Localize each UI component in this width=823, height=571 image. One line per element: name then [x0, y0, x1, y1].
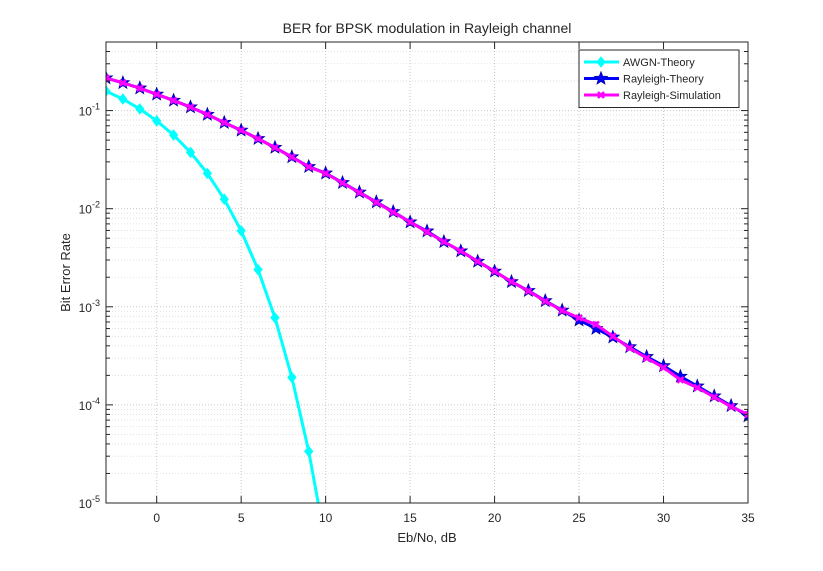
y-tick-exponent: -1 — [92, 102, 100, 112]
legend-item: Rayleigh-Simulation — [584, 90, 721, 102]
data-point — [490, 267, 499, 276]
y-tick-label: 10-2 — [79, 200, 100, 217]
y-tick-base: 10 — [79, 301, 93, 315]
data-point — [423, 228, 431, 236]
data-point — [270, 311, 280, 324]
y-tick-base: 10 — [79, 399, 93, 413]
data-point — [693, 383, 702, 392]
y-tick-exponent: -5 — [92, 494, 100, 504]
data-point — [642, 354, 651, 362]
data-point — [219, 193, 229, 205]
data-point — [236, 225, 246, 237]
data-point — [304, 445, 314, 458]
data-point — [118, 93, 128, 105]
data-point — [106, 74, 110, 83]
plot-frame — [105, 41, 749, 504]
data-point — [152, 90, 161, 99]
data-point — [203, 110, 212, 119]
legend-label: AWGN-Theory — [623, 57, 695, 69]
data-point — [168, 129, 179, 141]
data-point — [406, 218, 414, 226]
x-tick-label: 25 — [572, 511, 586, 525]
legend-marker — [597, 91, 605, 99]
y-tick-exponent: -4 — [92, 396, 100, 406]
data-point — [676, 375, 685, 384]
y-tick-exponent: -3 — [92, 298, 100, 308]
legend-marker — [593, 70, 609, 85]
data-point — [135, 84, 144, 93]
data-point — [473, 257, 482, 266]
data-point — [152, 115, 162, 127]
y-axis-label: Bit Error Rate — [58, 233, 73, 312]
data-point — [237, 126, 246, 135]
legend-label: Rayleigh-Theory — [623, 74, 704, 86]
x-tick-label: 30 — [657, 511, 671, 525]
data-point — [253, 263, 263, 276]
data-point — [592, 320, 600, 329]
x-axis-label: Eb/No, dB — [397, 530, 456, 545]
legend-marker — [596, 56, 606, 68]
data-point — [389, 208, 398, 217]
data-point — [106, 85, 111, 97]
x-tick-label: 0 — [153, 511, 160, 525]
data-point — [271, 143, 279, 152]
y-tick-exponent: -2 — [92, 200, 100, 210]
data-point — [338, 179, 347, 187]
data-point — [710, 393, 719, 402]
data-point — [287, 153, 296, 161]
data-point — [202, 167, 213, 180]
data-point — [440, 237, 448, 246]
data-point — [186, 103, 195, 112]
data-point — [119, 78, 127, 87]
data-point — [321, 169, 330, 178]
data-point — [740, 408, 748, 423]
data-point — [254, 134, 262, 143]
data-point — [287, 371, 297, 384]
y-tick-base: 10 — [79, 203, 93, 217]
data-point — [169, 96, 178, 105]
data-point — [185, 146, 196, 159]
x-tick-label: 20 — [488, 511, 502, 525]
y-tick-label: 10-5 — [79, 494, 100, 511]
legend-label: Rayleigh-Simulation — [623, 90, 721, 102]
data-point — [372, 198, 381, 207]
data-point — [220, 118, 229, 127]
legend: AWGN-Theory Rayleigh-Theory Rayleigh-Simul… — [578, 49, 740, 108]
ticks-layer: 10-510-410-310-210-10 5 10 15 20 25 30 35 — [79, 42, 755, 525]
series-layer — [106, 70, 748, 503]
y-tick-label: 10-4 — [79, 396, 100, 413]
chart-title: BER for BPSK modulation in Rayleigh chan… — [283, 20, 572, 36]
y-tick-base: 10 — [79, 497, 93, 511]
legend-item: Rayleigh-Theory — [584, 70, 704, 86]
data-point — [355, 188, 364, 197]
data-point — [541, 297, 550, 306]
y-tick-label: 10-3 — [79, 298, 100, 315]
data-point — [507, 277, 516, 286]
legend-item: AWGN-Theory — [584, 56, 695, 69]
data-point — [727, 402, 735, 411]
x-tick-label: 35 — [741, 511, 755, 525]
y-tick-base: 10 — [79, 105, 93, 119]
x-tick-label: 10 — [319, 511, 333, 525]
y-tick-label: 10-1 — [79, 102, 100, 119]
series-awgn-theory — [106, 85, 320, 503]
x-tick-label: 15 — [403, 511, 417, 525]
data-point — [304, 162, 313, 171]
x-tick-label: 5 — [238, 511, 245, 525]
data-point — [625, 344, 634, 352]
series-rayleigh-simulation — [106, 74, 748, 419]
data-point — [744, 410, 748, 419]
data-point — [524, 287, 533, 295]
data-point — [558, 306, 567, 315]
data-point — [135, 103, 145, 115]
data-point — [608, 332, 617, 341]
data-point — [575, 314, 583, 322]
data-point — [456, 247, 465, 255]
data-point — [659, 363, 668, 372]
